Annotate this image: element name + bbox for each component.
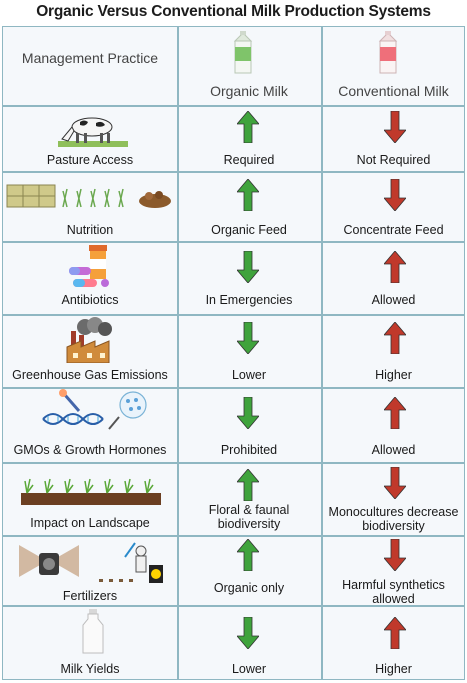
practice-label-fertilizers: Fertilizers [62, 589, 118, 603]
feed-icon [6, 184, 171, 208]
header-organic: Organic Milk [210, 83, 288, 99]
conventional-value-pasture: Not Required [356, 153, 431, 167]
organic-value-greenhouse: Lower [231, 368, 267, 382]
conventional-value-milk-yields: Higher [375, 662, 412, 676]
conventional-arrow-nutrition [383, 178, 407, 216]
conventional-arrow-fertilizers [383, 538, 407, 576]
row-divider [3, 387, 464, 389]
organic-arrow-landscape [236, 468, 260, 506]
row-divider [3, 535, 464, 537]
sprayer-icon [19, 542, 163, 583]
practice-label-antibiotics: Antibiotics [61, 293, 119, 307]
conventional-arrow-landscape [383, 466, 407, 504]
conventional-value-antibiotics: Allowed [371, 293, 416, 307]
organic-value-nutrition: Organic Feed [211, 223, 287, 237]
organic-arrow-nutrition [236, 178, 260, 216]
row-divider [3, 605, 464, 607]
practice-label-pasture: Pasture Access [46, 153, 134, 167]
practice-label-gmos: GMOs & Growth Hormones [13, 443, 167, 457]
conventional-arrow-greenhouse [383, 321, 407, 359]
practice-label-nutrition: Nutrition [66, 223, 114, 237]
dna-icon [42, 389, 147, 430]
conventional-arrow-antibiotics [383, 250, 407, 288]
milk-bottle-icon [82, 609, 104, 654]
header-practice: Management Practice [21, 50, 159, 66]
organic-value-antibiotics: In Emergencies [205, 293, 293, 307]
practice-label-milk-yields: Milk Yields [60, 662, 120, 676]
cow-icon [58, 117, 128, 147]
organic-value-pasture: Required [223, 153, 275, 167]
organic-arrow-antibiotics [236, 250, 260, 288]
page-title: Organic Versus Conventional Milk Product… [36, 3, 431, 20]
column-divider [177, 27, 179, 679]
organic-arrow-milk-yields [236, 616, 260, 654]
practice-label-landscape: Impact on Landscape [30, 516, 150, 530]
column-divider [321, 27, 323, 679]
header-conventional: Conventional Milk [338, 83, 449, 99]
conventional-arrow-gmos [383, 396, 407, 434]
row-divider [3, 171, 464, 173]
landscape-icon [21, 478, 161, 505]
organic-value-landscape: Floral & faunal biodiversity [208, 503, 290, 531]
organic-milk-carton-icon [233, 31, 253, 74]
factory-icon [66, 317, 112, 363]
row-divider [3, 105, 464, 107]
conventional-value-landscape: Monocultures decrease biodiversity [328, 505, 459, 533]
row-divider [3, 314, 464, 316]
organic-value-gmos: Prohibited [220, 443, 278, 457]
conventional-milk-carton-icon [378, 31, 398, 74]
organic-arrow-fertilizers [236, 538, 260, 576]
row-divider [3, 462, 464, 464]
organic-arrow-pasture [236, 110, 260, 148]
organic-value-milk-yields: Lower [231, 662, 267, 676]
conventional-value-greenhouse: Higher [375, 368, 412, 382]
organic-arrow-greenhouse [236, 321, 260, 359]
conventional-value-nutrition: Concentrate Feed [343, 223, 444, 237]
comparison-table: Management Practice Organic Milk Convent… [2, 26, 465, 680]
conventional-arrow-milk-yields [383, 616, 407, 654]
organic-arrow-gmos [236, 396, 260, 434]
row-divider [3, 241, 464, 243]
conventional-value-gmos: Allowed [371, 443, 416, 457]
conventional-arrow-pasture [383, 110, 407, 148]
organic-value-fertilizers: Organic only [213, 581, 285, 595]
practice-label-greenhouse: Greenhouse Gas Emissions [12, 368, 168, 382]
pills-icon [69, 245, 109, 287]
conventional-value-fertilizers: Harmful synthetics allowed [342, 578, 445, 606]
